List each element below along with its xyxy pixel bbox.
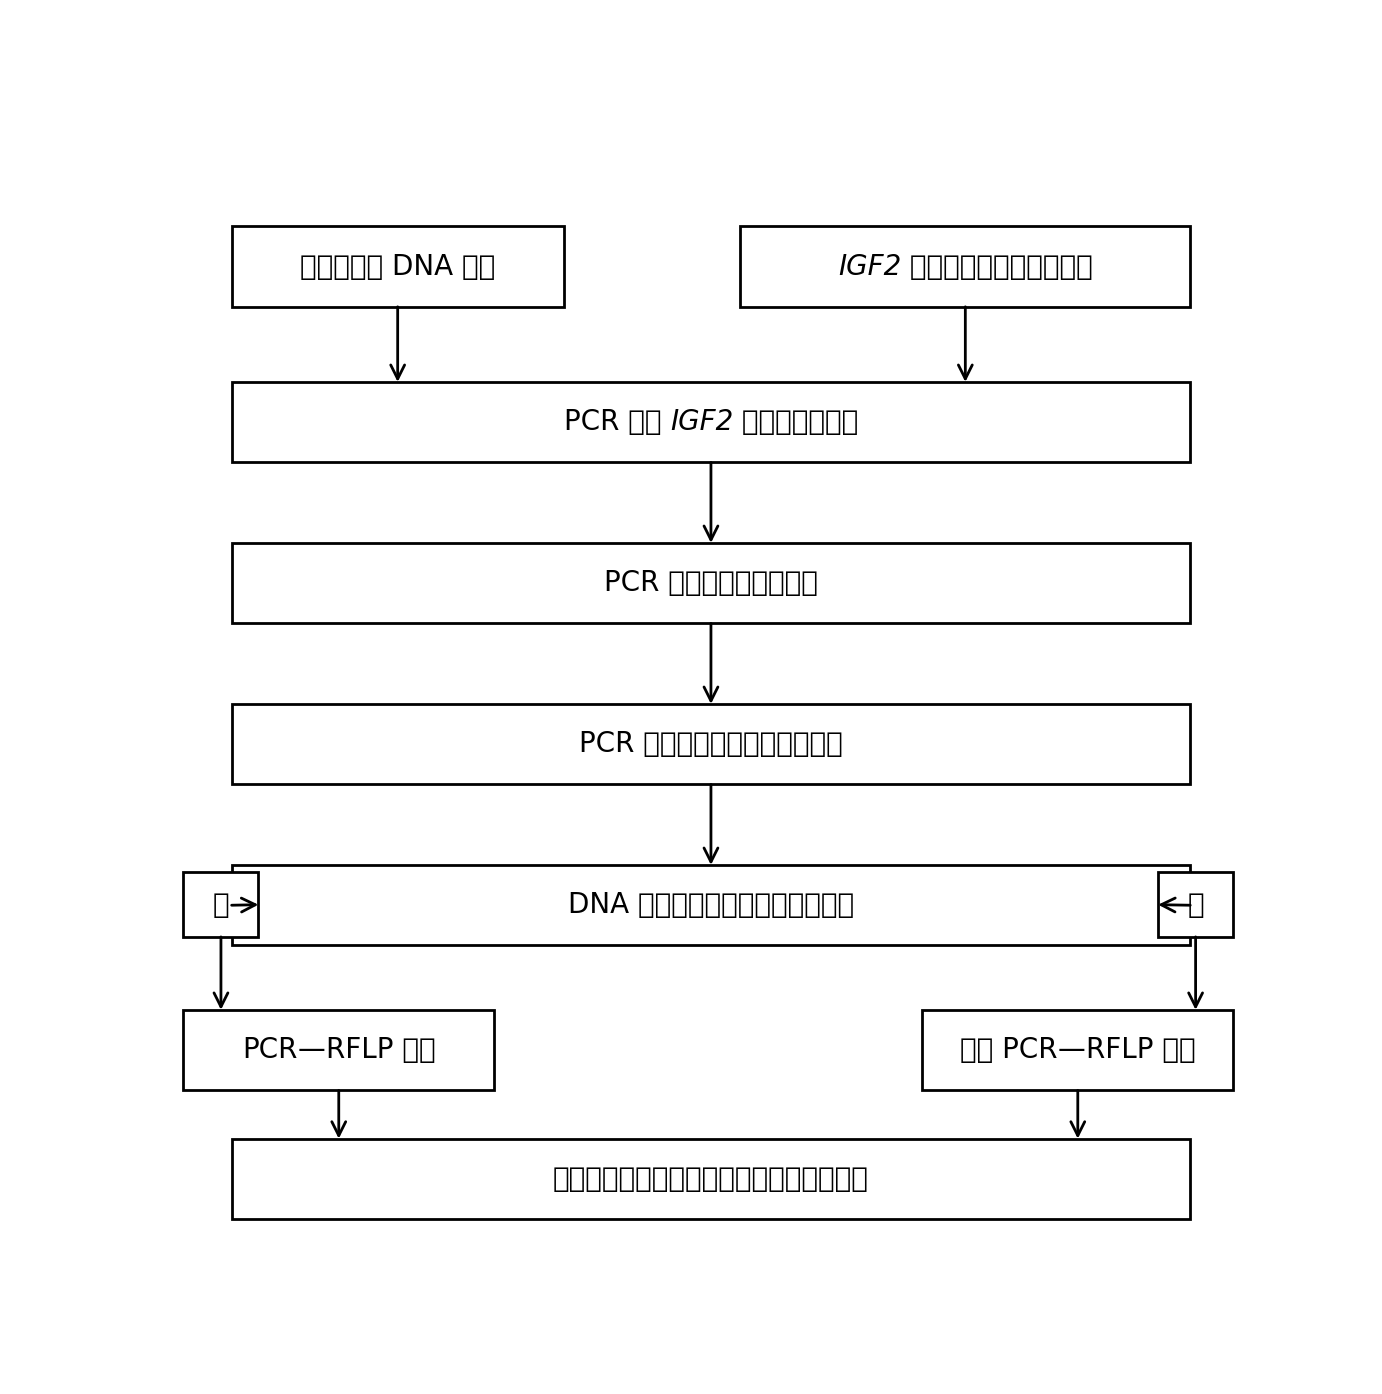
Text: PCR 扩增产物混合，纯化及测序: PCR 扩增产物混合，纯化及测序 (579, 730, 843, 758)
Bar (184, 1009, 493, 1090)
Text: PCR 扩增: PCR 扩增 (564, 408, 670, 436)
Bar (922, 1009, 1233, 1090)
Text: RFLP 检测: RFLP 检测 (326, 1036, 435, 1064)
Text: —: — (297, 1036, 326, 1064)
Bar (232, 864, 1190, 945)
Text: RFLP 检测: RFLP 检测 (1086, 1036, 1195, 1064)
Text: PCR: PCR (242, 1036, 297, 1064)
Text: IGF2: IGF2 (837, 252, 901, 280)
Bar (232, 544, 1190, 623)
Bar (232, 382, 1190, 463)
Bar (232, 1139, 1190, 1220)
Bar (741, 226, 1190, 307)
Bar (184, 873, 258, 937)
Text: 否: 否 (1187, 891, 1204, 919)
Text: DNA 测序结果分析是否有突变位点: DNA 测序结果分析是否有突变位点 (568, 891, 854, 919)
Text: 基因特定的片段: 基因特定的片段 (732, 408, 858, 436)
Text: —: — (1057, 1036, 1086, 1064)
Text: 样品收集及 DNA 提取: 样品收集及 DNA 提取 (300, 252, 495, 280)
Text: IGF2: IGF2 (670, 408, 732, 436)
Text: PCR 扩增产物琼脂糖检测: PCR 扩增产物琼脂糖检测 (604, 569, 818, 597)
Bar (232, 226, 564, 307)
Text: 有: 有 (213, 891, 229, 919)
Bar (232, 704, 1190, 785)
Text: 性状关联分析以筛选出有用的分子标记位点: 性状关联分析以筛选出有用的分子标记位点 (553, 1165, 869, 1193)
Bar (1158, 873, 1233, 937)
Text: 基因信息获取及引物设计: 基因信息获取及引物设计 (901, 252, 1093, 280)
Text: 不用 PCR: 不用 PCR (960, 1036, 1057, 1064)
